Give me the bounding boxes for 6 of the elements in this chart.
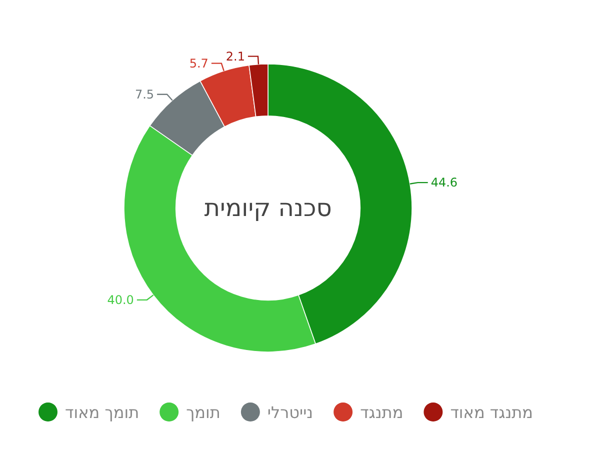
text: סכנה קיומית	[204, 194, 332, 222]
legend-label: תומך	[186, 403, 220, 422]
legend-label: מתנגד מאוד	[450, 403, 534, 422]
legend-label: נייטרלי	[267, 403, 314, 422]
legend-label: תומך מאוד	[65, 403, 140, 422]
legend-label: מתנגד	[360, 403, 404, 422]
